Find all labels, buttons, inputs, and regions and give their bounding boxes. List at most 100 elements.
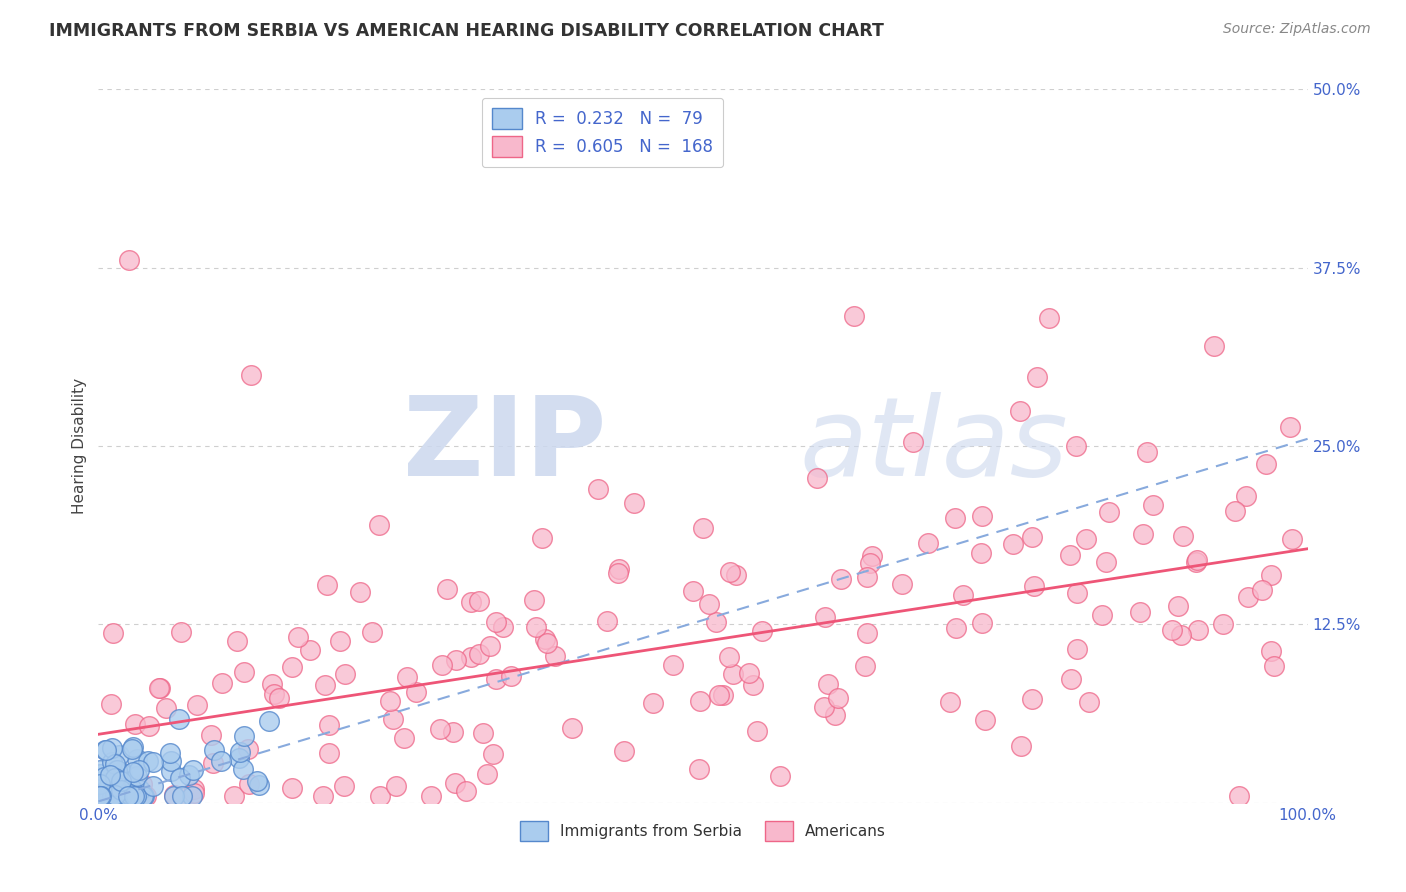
Point bbox=[104, 789, 127, 803]
Point bbox=[742, 678, 765, 692]
Point bbox=[232, 665, 254, 679]
Point bbox=[101, 625, 124, 640]
Point bbox=[160, 764, 183, 779]
Point bbox=[536, 636, 558, 650]
Point bbox=[952, 588, 974, 602]
Point bbox=[108, 780, 131, 795]
Point bbox=[396, 670, 419, 684]
Point bbox=[90, 785, 112, 799]
Point bbox=[460, 649, 482, 664]
Point bbox=[228, 751, 250, 765]
Point bbox=[103, 779, 125, 793]
Point bbox=[332, 780, 354, 794]
Point bbox=[104, 763, 127, 777]
Point bbox=[97, 779, 120, 793]
Point bbox=[110, 783, 132, 797]
Point bbox=[682, 584, 704, 599]
Point bbox=[1022, 579, 1045, 593]
Point bbox=[718, 566, 741, 580]
Point bbox=[318, 747, 340, 761]
Point bbox=[499, 669, 522, 683]
Point bbox=[281, 660, 304, 674]
Point bbox=[134, 789, 156, 803]
Point bbox=[224, 789, 246, 803]
Point bbox=[738, 666, 761, 681]
Point bbox=[467, 594, 489, 608]
Point bbox=[287, 630, 309, 644]
Point bbox=[101, 756, 124, 770]
Point bbox=[89, 766, 111, 780]
Point bbox=[444, 776, 467, 790]
Point bbox=[1129, 606, 1152, 620]
Legend: Immigrants from Serbia, Americans: Immigrants from Serbia, Americans bbox=[513, 814, 893, 848]
Point bbox=[93, 770, 115, 784]
Point bbox=[917, 535, 939, 549]
Point bbox=[246, 773, 269, 788]
Point bbox=[817, 677, 839, 691]
Point bbox=[118, 253, 141, 268]
Point bbox=[475, 766, 498, 780]
Point bbox=[769, 769, 792, 783]
Point bbox=[122, 764, 145, 779]
Point bbox=[1212, 616, 1234, 631]
Point bbox=[1021, 692, 1043, 706]
Point bbox=[1090, 608, 1112, 623]
Point bbox=[444, 653, 467, 667]
Point bbox=[441, 724, 464, 739]
Point bbox=[94, 743, 117, 757]
Point bbox=[860, 549, 883, 563]
Point bbox=[1066, 641, 1088, 656]
Point bbox=[711, 688, 734, 702]
Point bbox=[112, 774, 135, 789]
Point bbox=[482, 747, 505, 761]
Point bbox=[170, 625, 193, 640]
Text: atlas: atlas bbox=[800, 392, 1069, 500]
Point bbox=[170, 789, 193, 803]
Point bbox=[751, 624, 773, 639]
Point bbox=[105, 778, 128, 792]
Point bbox=[247, 778, 270, 792]
Point bbox=[267, 690, 290, 705]
Point bbox=[263, 687, 285, 701]
Point bbox=[972, 616, 994, 631]
Point bbox=[163, 789, 186, 803]
Point bbox=[318, 718, 340, 732]
Point bbox=[943, 511, 966, 525]
Point bbox=[101, 766, 124, 780]
Point bbox=[107, 773, 129, 788]
Point bbox=[118, 787, 141, 801]
Point bbox=[1263, 659, 1285, 673]
Point bbox=[169, 772, 191, 786]
Point bbox=[827, 690, 849, 705]
Point bbox=[94, 789, 117, 803]
Point bbox=[160, 754, 183, 768]
Point bbox=[159, 746, 181, 760]
Point bbox=[110, 765, 132, 780]
Point bbox=[257, 714, 280, 728]
Point bbox=[262, 677, 284, 691]
Point bbox=[479, 639, 502, 653]
Point bbox=[104, 771, 127, 785]
Point bbox=[530, 531, 553, 545]
Point bbox=[1187, 553, 1209, 567]
Point bbox=[238, 777, 260, 791]
Point bbox=[1010, 739, 1032, 753]
Point bbox=[1187, 623, 1209, 637]
Point bbox=[661, 657, 683, 672]
Point bbox=[523, 593, 546, 607]
Point bbox=[111, 767, 134, 781]
Point bbox=[1074, 532, 1097, 546]
Point bbox=[107, 770, 129, 784]
Point bbox=[315, 578, 337, 592]
Point bbox=[183, 782, 205, 797]
Point bbox=[806, 470, 828, 484]
Point bbox=[94, 743, 117, 757]
Point bbox=[368, 789, 391, 803]
Point bbox=[814, 610, 837, 624]
Point bbox=[169, 712, 191, 726]
Point bbox=[747, 723, 769, 738]
Point bbox=[384, 779, 406, 793]
Point bbox=[240, 368, 263, 382]
Point bbox=[124, 716, 146, 731]
Point bbox=[1002, 537, 1025, 551]
